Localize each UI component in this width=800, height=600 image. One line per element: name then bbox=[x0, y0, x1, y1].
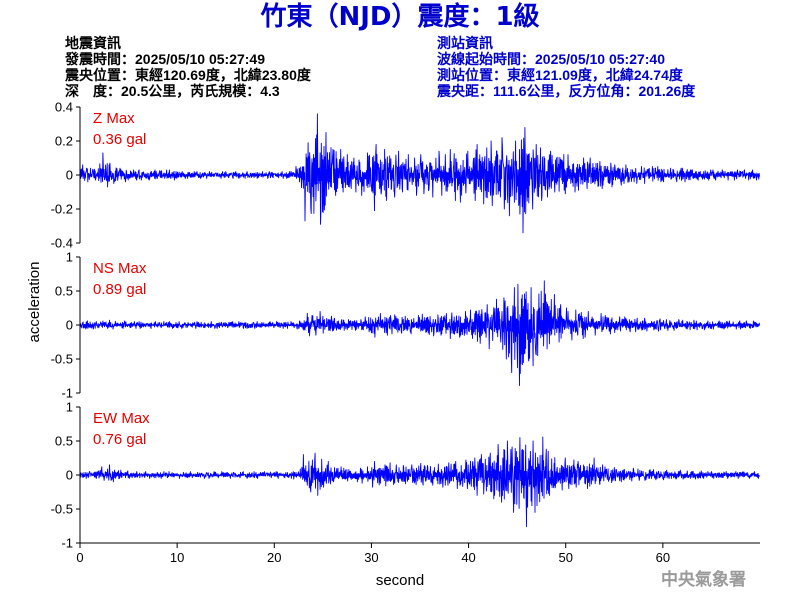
ew-max-label: EW Max bbox=[93, 410, 150, 427]
ns-trace bbox=[79, 280, 761, 386]
ew-panel: 1 0.5 0 -0.5 -1 EW Max 0.76 gal bbox=[51, 400, 761, 551]
ns-panel: 1 0.5 0 -0.5 -1 NS Max 0.89 gal bbox=[51, 250, 761, 401]
x-tick-label: 50 bbox=[558, 550, 572, 565]
x-axis-label: second bbox=[376, 572, 424, 589]
z-panel: 0.4 0.2 0 -0.2 -0.4 Z Max 0.36 gal bbox=[51, 100, 761, 251]
agency-credit: 中央氣象署 bbox=[661, 570, 746, 590]
ns-max-label: NS Max bbox=[93, 260, 147, 277]
ns-y-tick-label: 0 bbox=[66, 318, 73, 333]
station-info: 測站資訊 波線起始時間：2025/05/10 05:27:40 測站位置：東經1… bbox=[437, 35, 695, 99]
component-panels: 0.4 0.2 0 -0.2 -0.4 Z Max 0.36 gal 1 0.5 0 -0.5 -1 N… bbox=[51, 100, 761, 551]
epicenter-location: 震央位置：東經120.69度，北緯23.80度 bbox=[65, 67, 311, 83]
x-tick-label: 10 bbox=[170, 550, 184, 565]
ns-y-tick-label: -0.5 bbox=[51, 352, 73, 367]
origin-time: 發震時間：2025/05/10 05:27:49 bbox=[65, 51, 265, 67]
z-y-tick-label: -0.4 bbox=[51, 236, 73, 251]
ew-y-tick-label: -1 bbox=[61, 536, 73, 551]
page-title: 竹東（NJD）震度：1級 bbox=[260, 2, 540, 32]
earthquake-info-heading: 地震資訊 bbox=[65, 35, 121, 51]
x-tick-label: 60 bbox=[656, 550, 670, 565]
x-axis: 0 10 20 30 40 50 60 bbox=[76, 542, 760, 565]
depth-magnitude: 深 度：20.5公里，芮氏規模：4.3 bbox=[65, 83, 280, 99]
ew-trace bbox=[79, 436, 761, 528]
waveform-start-time: 波線起始時間：2025/05/10 05:27:40 bbox=[437, 51, 665, 67]
earthquake-info: 地震資訊 發震時間：2025/05/10 05:27:49 震央位置：東經120… bbox=[65, 35, 311, 99]
ns-y-tick-label: -1 bbox=[61, 386, 73, 401]
z-trace bbox=[79, 113, 761, 234]
z-max-label: Z Max bbox=[93, 110, 135, 127]
x-tick-label: 0 bbox=[76, 550, 83, 565]
z-y-tick-label: 0 bbox=[66, 168, 73, 183]
x-tick-label: 20 bbox=[267, 550, 281, 565]
ns-peak-value: 0.89 gal bbox=[93, 281, 146, 298]
station-location: 測站位置：東經121.09度，北緯24.74度 bbox=[437, 67, 683, 83]
ns-y-tick-label: 0.5 bbox=[55, 284, 73, 299]
ew-y-tick-label: 0.5 bbox=[55, 434, 73, 449]
y-axis-label: acceleration bbox=[26, 262, 43, 343]
x-tick-label: 30 bbox=[364, 550, 378, 565]
ns-y-tick-label: 1 bbox=[66, 250, 73, 265]
ew-y-tick-label: 0 bbox=[66, 468, 73, 483]
station-info-heading: 測站資訊 bbox=[437, 35, 493, 51]
x-tick-label: 40 bbox=[461, 550, 475, 565]
ew-y-tick-label: 1 bbox=[66, 400, 73, 415]
z-peak-value: 0.36 gal bbox=[93, 131, 146, 148]
z-y-tick-label: 0.4 bbox=[55, 100, 73, 115]
ew-y-tick-label: -0.5 bbox=[51, 502, 73, 517]
ew-peak-value: 0.76 gal bbox=[93, 431, 146, 448]
z-y-tick-label: 0.2 bbox=[55, 134, 73, 149]
epicentral-distance: 震央距：111.6公里，反方位角：201.26度 bbox=[437, 83, 696, 99]
z-y-tick-label: -0.2 bbox=[51, 202, 73, 217]
